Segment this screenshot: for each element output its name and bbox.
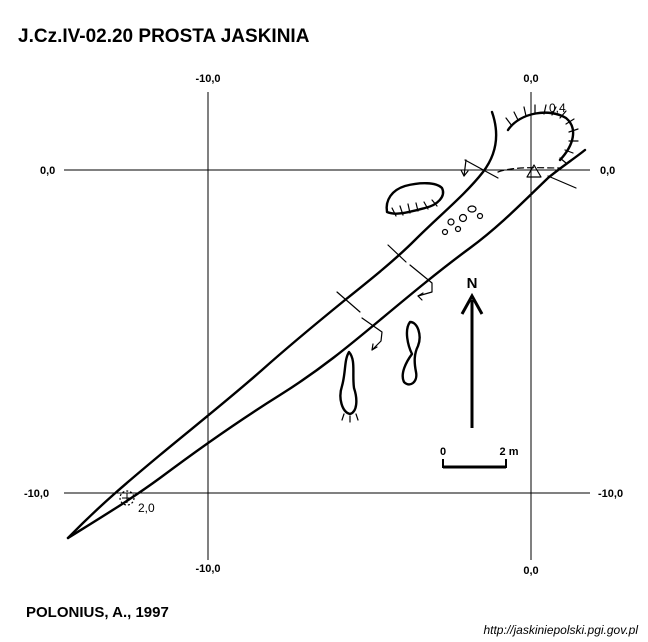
grid-label-top-right: 0,0 xyxy=(523,73,538,85)
grid-label-top-left: -10,0 xyxy=(195,73,220,85)
north-arrow xyxy=(462,296,482,428)
source-url: http://jaskiniepolski.pgi.gov.pl xyxy=(483,623,638,637)
scale-label-start: 0 xyxy=(440,446,446,458)
grid-label-left-top: 0,0 xyxy=(40,165,55,177)
depth-mark-entrance: 0,4 xyxy=(549,101,566,115)
pillar-west xyxy=(340,352,356,414)
depth-mark-end: 2,0 xyxy=(138,501,155,515)
pillar-east xyxy=(403,322,420,384)
north-label: N xyxy=(467,275,478,292)
scale-label-end: 2 m xyxy=(500,446,519,458)
passage-wall-south xyxy=(68,150,585,538)
author-credit: POLONIUS, A., 1997 xyxy=(26,604,169,621)
passage-wall-north xyxy=(68,112,496,538)
grid-label-right-bottom: -10,0 xyxy=(598,488,623,500)
rock-pillars xyxy=(340,322,419,422)
grid-label-bottom-left: -10,0 xyxy=(195,563,220,575)
grid-label-right-top: 0,0 xyxy=(600,165,615,177)
survey-station-icon xyxy=(527,165,541,177)
boulders xyxy=(443,206,483,235)
cross-section-markers xyxy=(337,160,576,350)
map-title: J.Cz.IV-02.20 PROSTA JASKINIA xyxy=(18,26,310,47)
rock-block xyxy=(387,183,443,216)
grid-label-bottom-right: 0,0 xyxy=(523,565,538,577)
grid-label-left-bottom: -10,0 xyxy=(24,488,49,500)
scale-bar xyxy=(443,459,506,468)
